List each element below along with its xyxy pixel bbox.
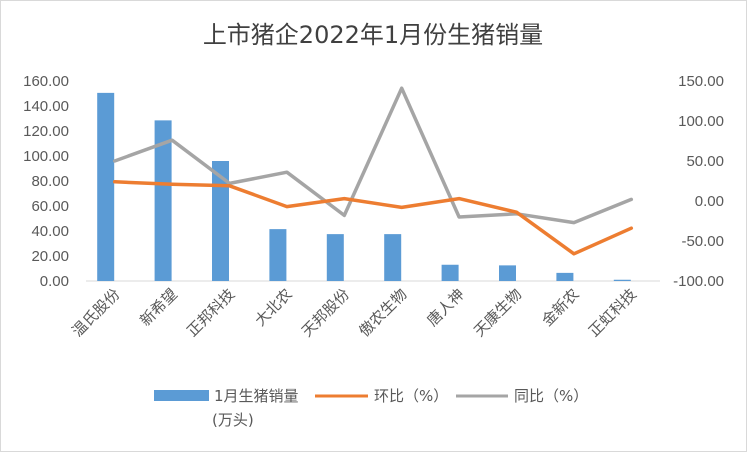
left-tick-label: 40.00 [31, 223, 69, 240]
category-label: 大北农 [251, 285, 296, 330]
legend-label-sales-line1: 1月生猪销量 [214, 387, 299, 405]
right-tick-label: 0.00 [695, 193, 724, 210]
left-tick-label: 120.00 [23, 123, 69, 140]
left-axis: 0.00 20.00 40.00 60.00 80.00 100.00 120.00 140.… [23, 73, 69, 290]
legend-swatch-sales [154, 390, 209, 401]
category-label: 新希望 [136, 285, 181, 330]
right-tick-label: -50.00 [681, 233, 724, 250]
line-series [112, 86, 634, 256]
right-tick-label: 50.00 [686, 153, 724, 170]
bar [97, 92, 115, 281]
left-tick-label: 100.00 [23, 148, 69, 165]
legend: 1月生猪销量 (万头) 环比（%） 同比（%） [154, 387, 588, 429]
category-label: 唐人神 [423, 285, 468, 330]
mom-line [112, 180, 634, 256]
right-axis: -100.00 -50.00 0.00 50.00 100.00 150.00 [673, 73, 724, 290]
bar [154, 120, 172, 281]
legend-label-mom: 环比（%） [374, 387, 448, 405]
right-tick-label: -100.00 [673, 273, 724, 290]
category-label: 金新农 [538, 285, 583, 330]
category-label: 正虹科技 [585, 285, 640, 340]
left-tick-label: 0.00 [40, 273, 69, 290]
bar-series [97, 92, 631, 281]
right-tick-label: 150.00 [678, 73, 724, 90]
category-label: 傲农生物 [355, 285, 410, 340]
category-label: 天康生物 [470, 285, 525, 340]
bar [212, 161, 229, 281]
legend-label-sales-line2: (万头) [212, 411, 254, 429]
right-tick-label: 100.00 [678, 113, 724, 130]
left-tick-label: 60.00 [31, 198, 69, 215]
left-tick-label: 20.00 [31, 248, 69, 265]
yoy-line [112, 86, 634, 225]
category-labels: 温氏股份 新希望 正邦科技 大北农 天邦股份 傲农生物 唐人神 天康生物 金新农 正虹科技 [68, 285, 640, 340]
left-tick-label: 80.00 [31, 173, 69, 190]
left-tick-label: 140.00 [23, 98, 69, 115]
category-label: 天邦股份 [298, 285, 353, 340]
bar [556, 272, 574, 281]
bar [613, 279, 631, 281]
bar [269, 229, 287, 281]
bar [441, 264, 459, 281]
bar [326, 234, 344, 281]
category-label: 温氏股份 [68, 285, 123, 340]
bar [499, 265, 516, 281]
category-label: 正邦科技 [183, 285, 238, 340]
left-tick-label: 160.00 [23, 73, 69, 90]
legend-label-yoy: 同比（%） [514, 387, 588, 405]
bar [384, 234, 402, 281]
chart-title: 上市猪企2022年1月份生猪销量 [203, 21, 543, 49]
